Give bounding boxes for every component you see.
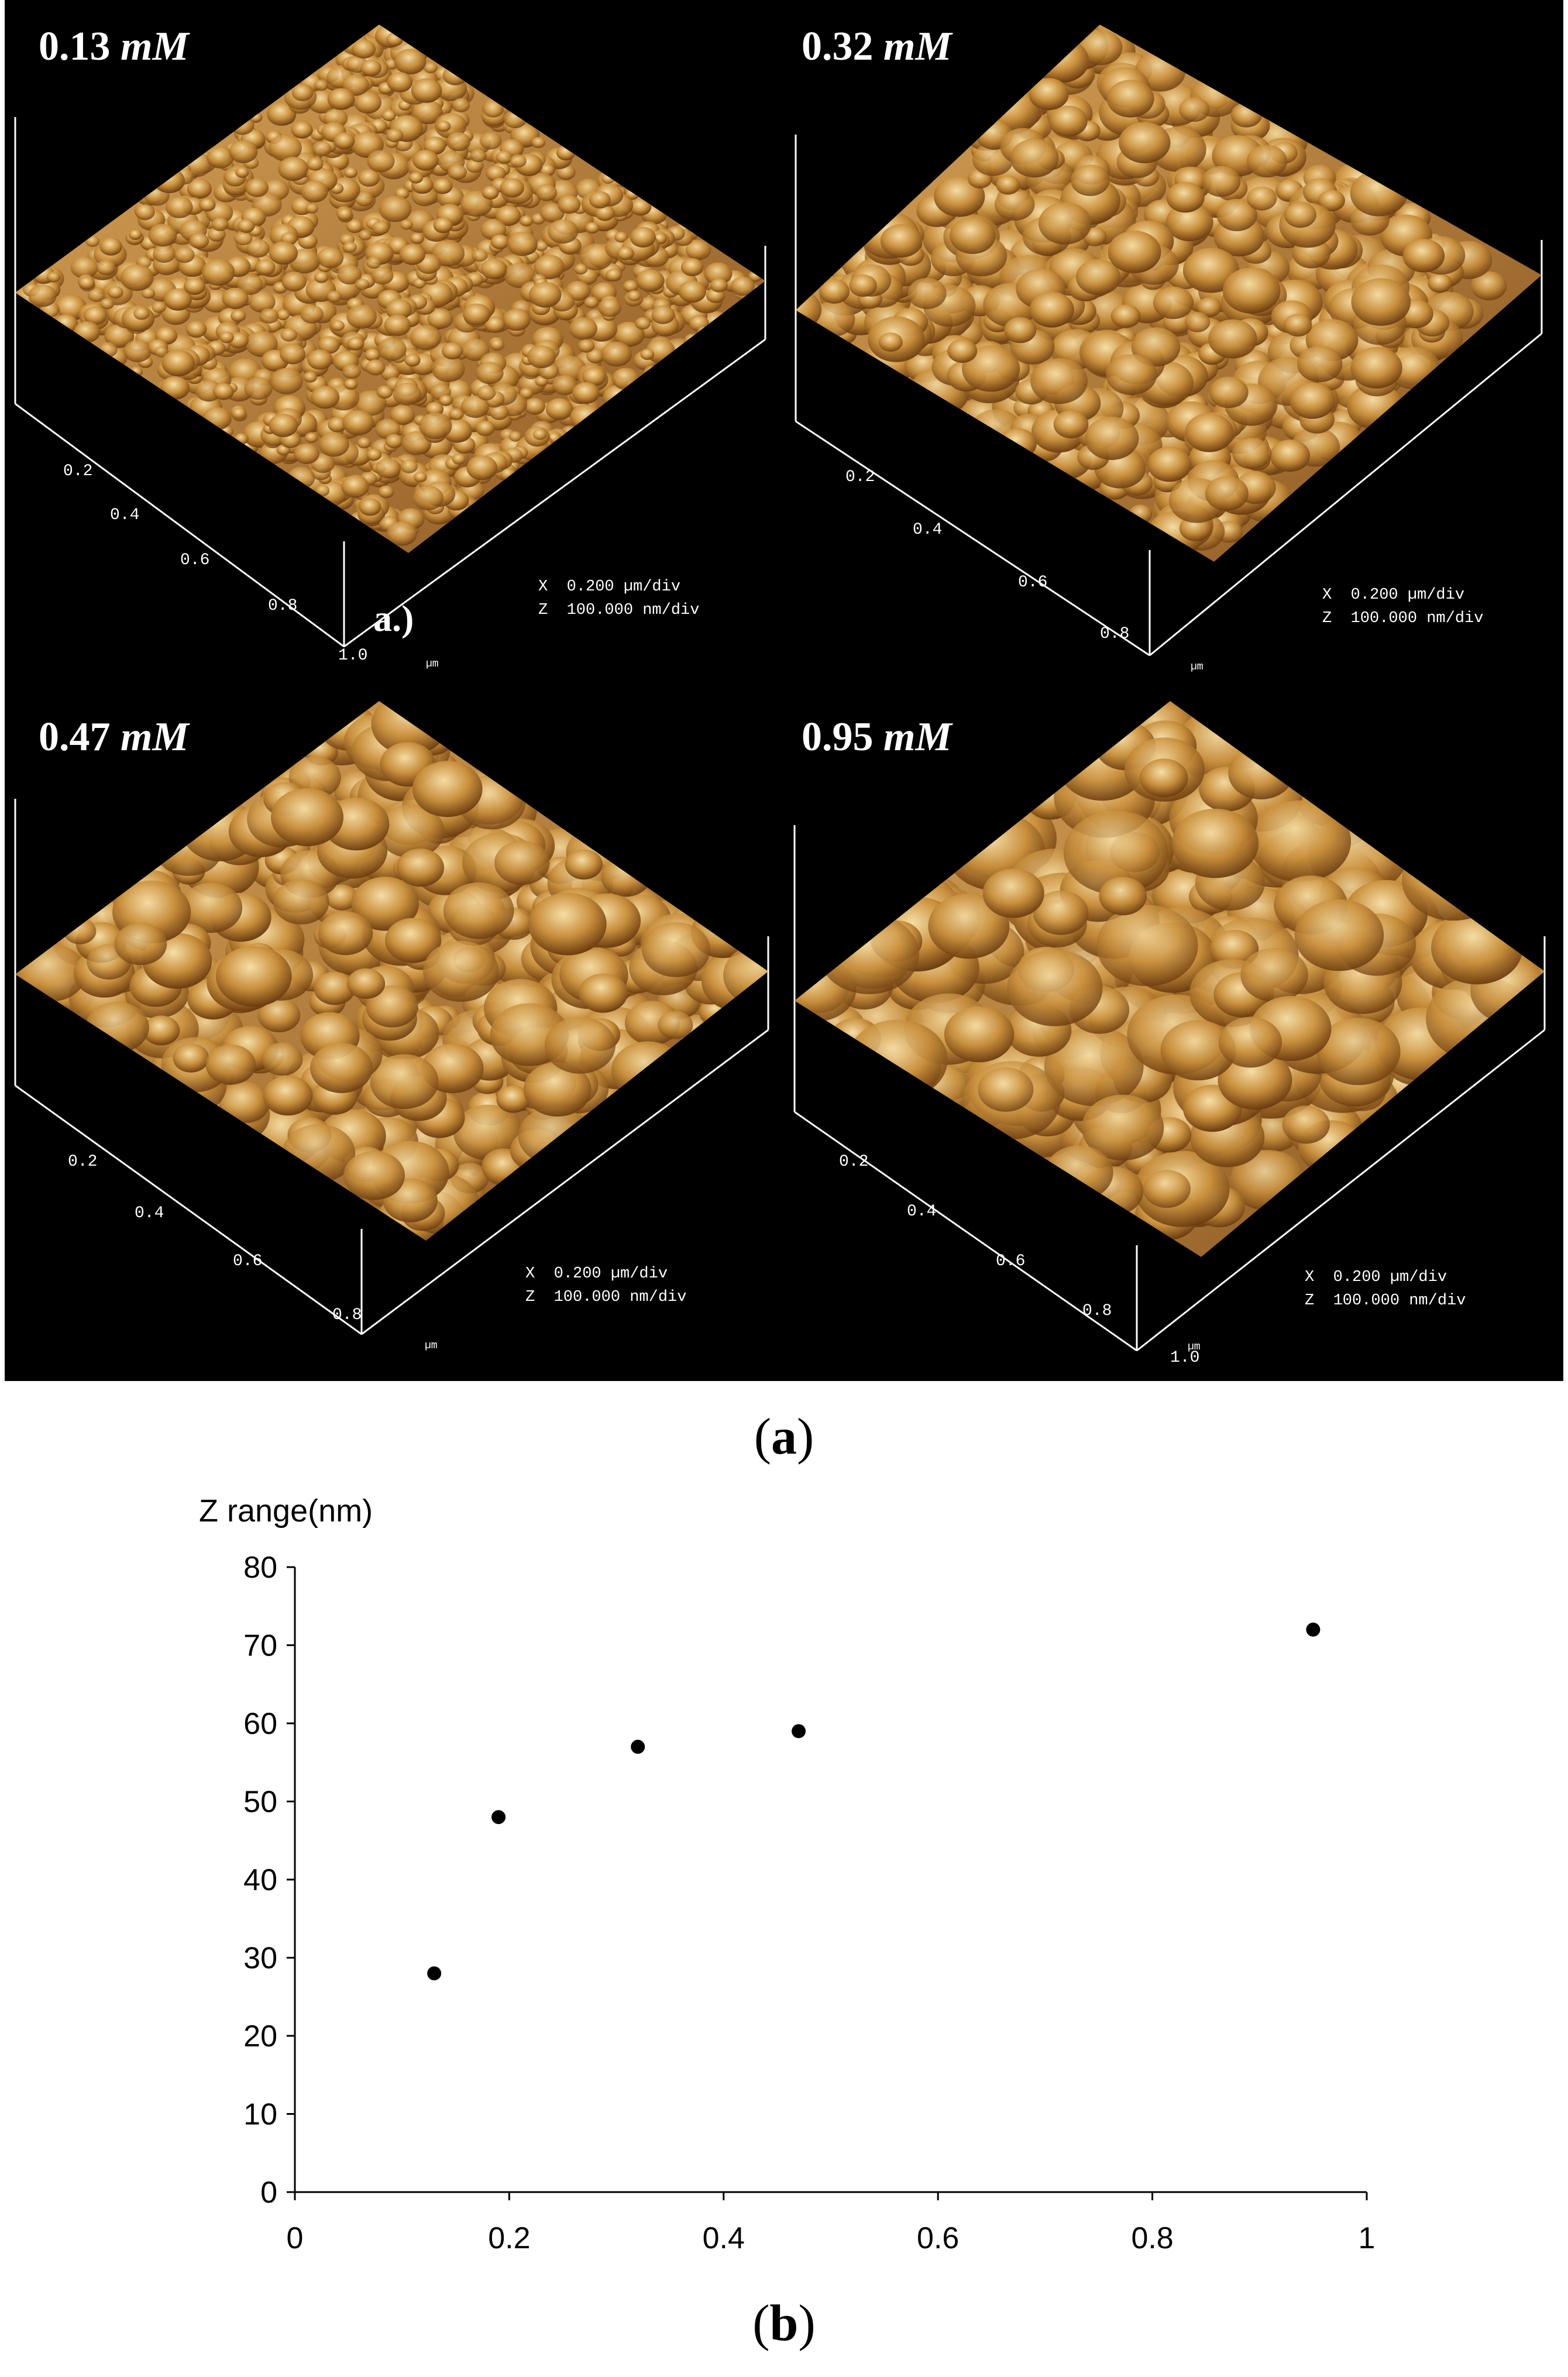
x-tick-label: 0 (287, 2221, 304, 2255)
concentration-label: 0.47 mM (39, 715, 189, 760)
afm-image-grid: 0.13 mM X 0.200 µm/div Z 100.000 nm/div … (5, 0, 1563, 1381)
concentration-label: 0.13 mM (39, 24, 189, 69)
afm-panel-0-13: 0.13 mM X 0.200 µm/div Z 100.000 nm/div … (5, 0, 784, 691)
x-scale-text: X 0.200 µm/div (525, 1265, 668, 1283)
axis-unit: µm (425, 1340, 438, 1352)
y-tick-label: 40 (243, 1863, 277, 1897)
x-tick-label: 0.4 (703, 2221, 745, 2255)
axis-tick: 1.0 (338, 647, 368, 665)
afm-panel-0-32: 0.32 mM X 0.200 µm/div Z 100.000 nm/div … (784, 0, 1563, 691)
y-tick-label: 70 (243, 1629, 277, 1663)
x-scale-text: X 0.200 µm/div (1322, 586, 1465, 604)
z-scale-text: Z 100.000 nm/div (1305, 1292, 1466, 1310)
axis-tick: 0.6 (233, 1252, 263, 1270)
x-tick-label: 0.6 (917, 2221, 959, 2255)
axis-tick: 0.8 (268, 597, 298, 615)
axis-tick: 0.4 (913, 521, 943, 539)
y-tick-label: 50 (243, 1785, 277, 1819)
x-tick-label: 0.8 (1131, 2221, 1173, 2255)
z-range-scatter-chart: 0 10 20 30 40 50 60 70 80 0 0.2 0.4 0.6 0.8 1 Z range(n… (199, 1493, 1376, 2255)
axis-tick: 0.2 (68, 1153, 98, 1171)
y-axis-title: Z range(nm) (199, 1493, 373, 1528)
z-scale-text: Z 100.000 nm/div (525, 1289, 687, 1306)
axis-tick: 1.0 (1170, 1349, 1200, 1367)
axis-unit: µm (1188, 1341, 1201, 1353)
axis-unit: µm (426, 658, 439, 670)
axis-unit: µm (1191, 661, 1203, 673)
caption-a: (a) (754, 1409, 814, 1465)
axis-tick: 0.8 (1082, 1302, 1112, 1320)
y-tick-label: 10 (243, 2098, 277, 2132)
axis-tick: 0.6 (1018, 573, 1048, 592)
x-scale-text: X 0.200 µm/div (1305, 1269, 1447, 1286)
axis-tick: 0.6 (180, 551, 210, 569)
y-tick-label: 60 (243, 1707, 277, 1741)
z-scale-text: Z 100.000 nm/div (538, 602, 700, 619)
data-point (491, 1810, 506, 1825)
x-tick-label: 0.2 (488, 2221, 530, 2255)
afm-surface-3d (14, 25, 766, 648)
data-point (631, 1740, 645, 1754)
y-tick-label: 0 (260, 2176, 277, 2210)
axis-tick: 0.8 (1100, 625, 1130, 643)
axis-tick: 0.2 (63, 462, 93, 480)
afm-panel-0-95: 0.95 mM X 0.200 µm/div Z 100.000 nm/div … (784, 691, 1563, 1381)
caption-b: (b) (752, 2295, 816, 2352)
data-point (427, 1966, 442, 1981)
axis-tick: 0.2 (845, 468, 875, 486)
x-scale-text: X 0.200 µm/div (538, 578, 681, 596)
concentration-label: 0.32 mM (802, 24, 952, 69)
afm-surface-3d (795, 25, 1543, 657)
afm-surface-3d (793, 701, 1546, 1352)
axis-tick: 0.8 (332, 1306, 362, 1324)
x-tick-label: 1 (1359, 2221, 1376, 2255)
y-tick-label: 20 (243, 2019, 277, 2053)
axis-tick: 0.6 (996, 1252, 1026, 1270)
afm-surface-3d (14, 701, 769, 1335)
axis-tick: 0.4 (135, 1204, 164, 1222)
panel-tag: a.) (373, 597, 414, 639)
afm-panel-0-47: 0.47 mM X 0.200 µm/div Z 100.000 nm/div … (5, 691, 784, 1381)
data-point (1306, 1622, 1321, 1637)
axis-tick: 0.4 (110, 506, 140, 524)
data-point (792, 1724, 806, 1739)
concentration-label: 0.95 mM (802, 715, 952, 760)
y-tick-label: 80 (243, 1551, 277, 1585)
y-tick-label: 30 (243, 1942, 277, 1976)
axis-tick: 0.2 (839, 1153, 869, 1171)
axis-tick: 0.4 (907, 1203, 937, 1221)
z-scale-text: Z 100.000 nm/div (1322, 610, 1484, 627)
